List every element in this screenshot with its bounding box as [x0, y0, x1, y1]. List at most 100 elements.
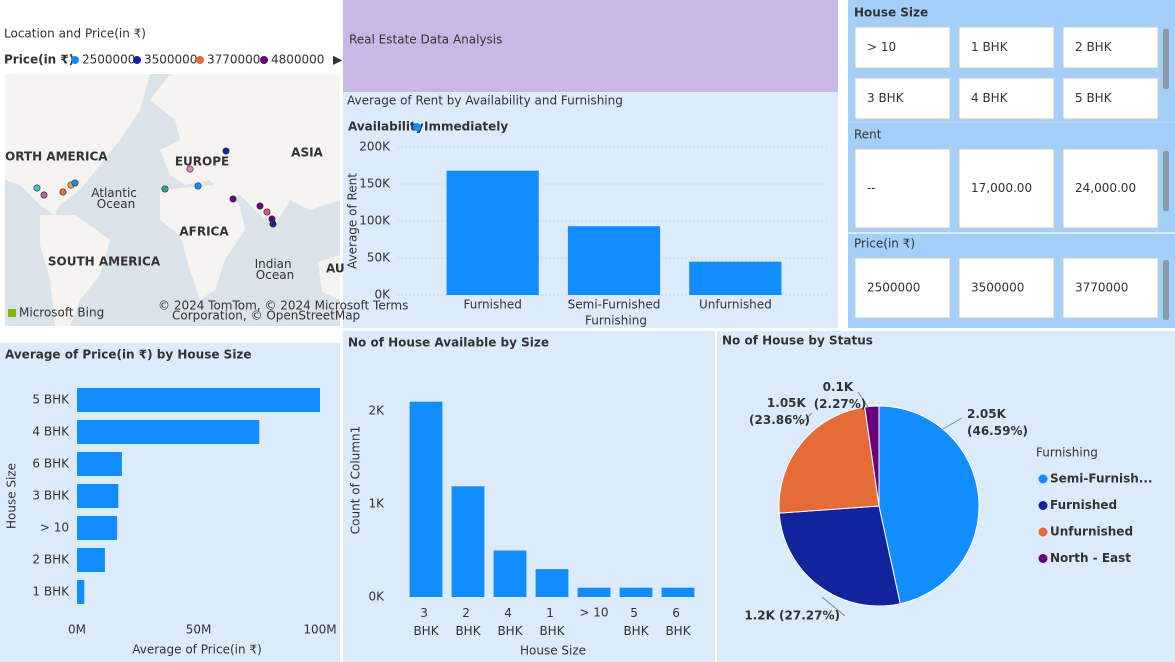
- map-point[interactable]: [229, 195, 237, 203]
- bar[interactable]: [77, 516, 118, 540]
- bar[interactable]: [77, 548, 105, 572]
- x-tick-label: 50M: [186, 623, 212, 637]
- legend-swatch[interactable]: [196, 56, 204, 64]
- slicer-item[interactable]: 3 BHK: [867, 91, 905, 105]
- bar[interactable]: [567, 226, 661, 295]
- map-point[interactable]: [186, 165, 194, 173]
- legend-entry[interactable]: Immediately: [424, 120, 508, 134]
- slicer-tile[interactable]: [1062, 148, 1159, 229]
- map-point[interactable]: [263, 208, 271, 216]
- map-point[interactable]: [33, 184, 41, 192]
- bar[interactable]: [77, 420, 260, 444]
- legend-entry[interactable]: 3500000: [144, 53, 197, 67]
- bar[interactable]: [451, 486, 485, 597]
- slicer-tile[interactable]: [958, 26, 1055, 69]
- bar[interactable]: [689, 261, 782, 295]
- map-title: Location and Price(in ₹): [4, 27, 146, 41]
- slicer-item[interactable]: 2500000: [867, 281, 920, 295]
- bar[interactable]: [77, 484, 119, 508]
- bing-logo: [8, 309, 16, 317]
- slicer-item[interactable]: 3500000: [971, 281, 1024, 295]
- pie-slice[interactable]: [864, 405, 880, 507]
- slicer-item[interactable]: 17,000.00: [971, 181, 1032, 195]
- leader-line: [821, 596, 846, 617]
- slicer-tile[interactable]: [958, 148, 1055, 229]
- slicer-item[interactable]: 3770000: [1075, 281, 1128, 295]
- pie-slice[interactable]: [778, 406, 880, 514]
- pie-slice[interactable]: [778, 505, 901, 607]
- legend-entry[interactable]: Semi-Furnish...: [1050, 472, 1152, 486]
- map[interactable]: ORTH AMERICA EUROPE ASIA Atlantic Ocean AFRI…: [5, 74, 408, 326]
- bar[interactable]: [577, 587, 611, 597]
- slicer-tile[interactable]: [854, 26, 951, 69]
- legend-entry[interactable]: Unfurnished: [1050, 525, 1133, 539]
- legend-swatch[interactable]: [133, 56, 141, 64]
- map-point[interactable]: [222, 147, 230, 155]
- legend-swatch[interactable]: [1038, 527, 1048, 537]
- map-credit: Corporation, © OpenStreetMap: [172, 309, 360, 323]
- bar[interactable]: [77, 388, 320, 412]
- legend-swatch[interactable]: [1038, 474, 1048, 484]
- y-tick-label: 5 BHK: [32, 393, 70, 407]
- map-point[interactable]: [161, 185, 169, 193]
- bar[interactable]: [409, 401, 443, 597]
- x-tick-label: 0M: [68, 623, 86, 637]
- slicer-item[interactable]: 5 BHK: [1075, 91, 1113, 105]
- legend-swatch[interactable]: [1038, 501, 1048, 510]
- slicer-tile[interactable]: [854, 257, 951, 319]
- legend-swatch[interactable]: [260, 56, 268, 64]
- y-tick-label: 0K: [374, 288, 391, 302]
- slicer-tile[interactable]: [1062, 77, 1159, 120]
- scrollbar[interactable]: [1163, 151, 1169, 211]
- legend-entry[interactable]: 3770000: [207, 53, 260, 67]
- map-land: [150, 74, 340, 225]
- scrollbar[interactable]: [1163, 260, 1169, 320]
- y-tick-label: 150K: [359, 177, 391, 191]
- pie-slice[interactable]: [878, 405, 980, 605]
- x-tick-label: Furnished: [463, 298, 521, 312]
- map-provider: Microsoft Bing: [19, 306, 104, 320]
- bar[interactable]: [446, 170, 539, 295]
- bar[interactable]: [77, 452, 122, 476]
- leader-line: [857, 391, 869, 408]
- slicer-tile[interactable]: [1062, 257, 1159, 319]
- scrollbar[interactable]: [1163, 29, 1169, 89]
- legend-arrow[interactable]: ▶: [333, 53, 343, 67]
- bar[interactable]: [493, 550, 527, 598]
- map-point[interactable]: [256, 202, 264, 210]
- slicer-tile[interactable]: [854, 77, 951, 120]
- y-tick-label: 100K: [359, 214, 391, 228]
- slicer-tile[interactable]: [958, 257, 1055, 319]
- slicer-item[interactable]: 1 BHK: [971, 40, 1009, 54]
- slicer-item[interactable]: 24,000.00: [1075, 181, 1136, 195]
- map-point[interactable]: [71, 179, 79, 187]
- slicer-tile[interactable]: [1062, 26, 1159, 69]
- slicer-tile[interactable]: [958, 77, 1055, 120]
- x-tick-label: 3 BHK: [413, 606, 439, 638]
- data-label: 2.05K (46.59%): [967, 407, 1028, 438]
- map-point[interactable]: [59, 188, 67, 196]
- slicer-item[interactable]: 2 BHK: [1075, 40, 1113, 54]
- slicer-item[interactable]: --: [867, 181, 876, 195]
- legend-entry[interactable]: 4800000: [271, 53, 324, 67]
- chart-title: Average of Rent by Availability and Furn…: [347, 94, 623, 108]
- legend-entry[interactable]: 2500000: [82, 53, 135, 67]
- legend-swatch[interactable]: [1038, 554, 1048, 563]
- legend-swatch[interactable]: [413, 123, 421, 131]
- bar[interactable]: [661, 587, 695, 597]
- slicer-item[interactable]: > 10: [867, 40, 896, 54]
- legend-entry[interactable]: North - East: [1050, 551, 1131, 565]
- x-axis-label: Furnishing: [585, 314, 647, 328]
- bar[interactable]: [619, 587, 653, 597]
- map-point[interactable]: [194, 182, 202, 190]
- bar[interactable]: [535, 569, 569, 597]
- legend-swatch[interactable]: [71, 56, 79, 64]
- y-tick-label: 2 BHK: [32, 553, 70, 567]
- bar[interactable]: [77, 580, 85, 604]
- slicer-tile[interactable]: [854, 148, 951, 229]
- map-point[interactable]: [269, 220, 277, 228]
- map-label: Indian Ocean: [255, 257, 296, 282]
- slicer-item[interactable]: 4 BHK: [971, 91, 1009, 105]
- map-point[interactable]: [40, 191, 48, 199]
- legend-entry[interactable]: Furnished: [1050, 498, 1117, 512]
